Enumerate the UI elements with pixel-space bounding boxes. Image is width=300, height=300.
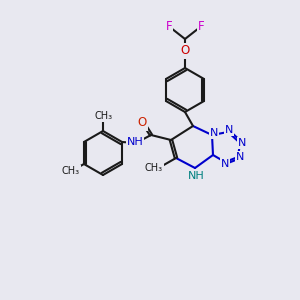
Text: N: N [221,159,229,169]
Text: NH: NH [127,137,143,147]
Text: NH: NH [188,171,204,181]
Text: O: O [137,116,147,130]
Text: CH₃: CH₃ [95,111,113,121]
Text: O: O [180,44,190,58]
Text: N: N [238,138,246,148]
Text: F: F [198,20,204,32]
Text: N: N [210,128,218,138]
Text: CH₃: CH₃ [61,166,80,176]
Text: F: F [166,20,172,32]
Text: N: N [225,125,233,135]
Text: N: N [236,152,244,162]
Text: CH₃: CH₃ [145,163,163,173]
